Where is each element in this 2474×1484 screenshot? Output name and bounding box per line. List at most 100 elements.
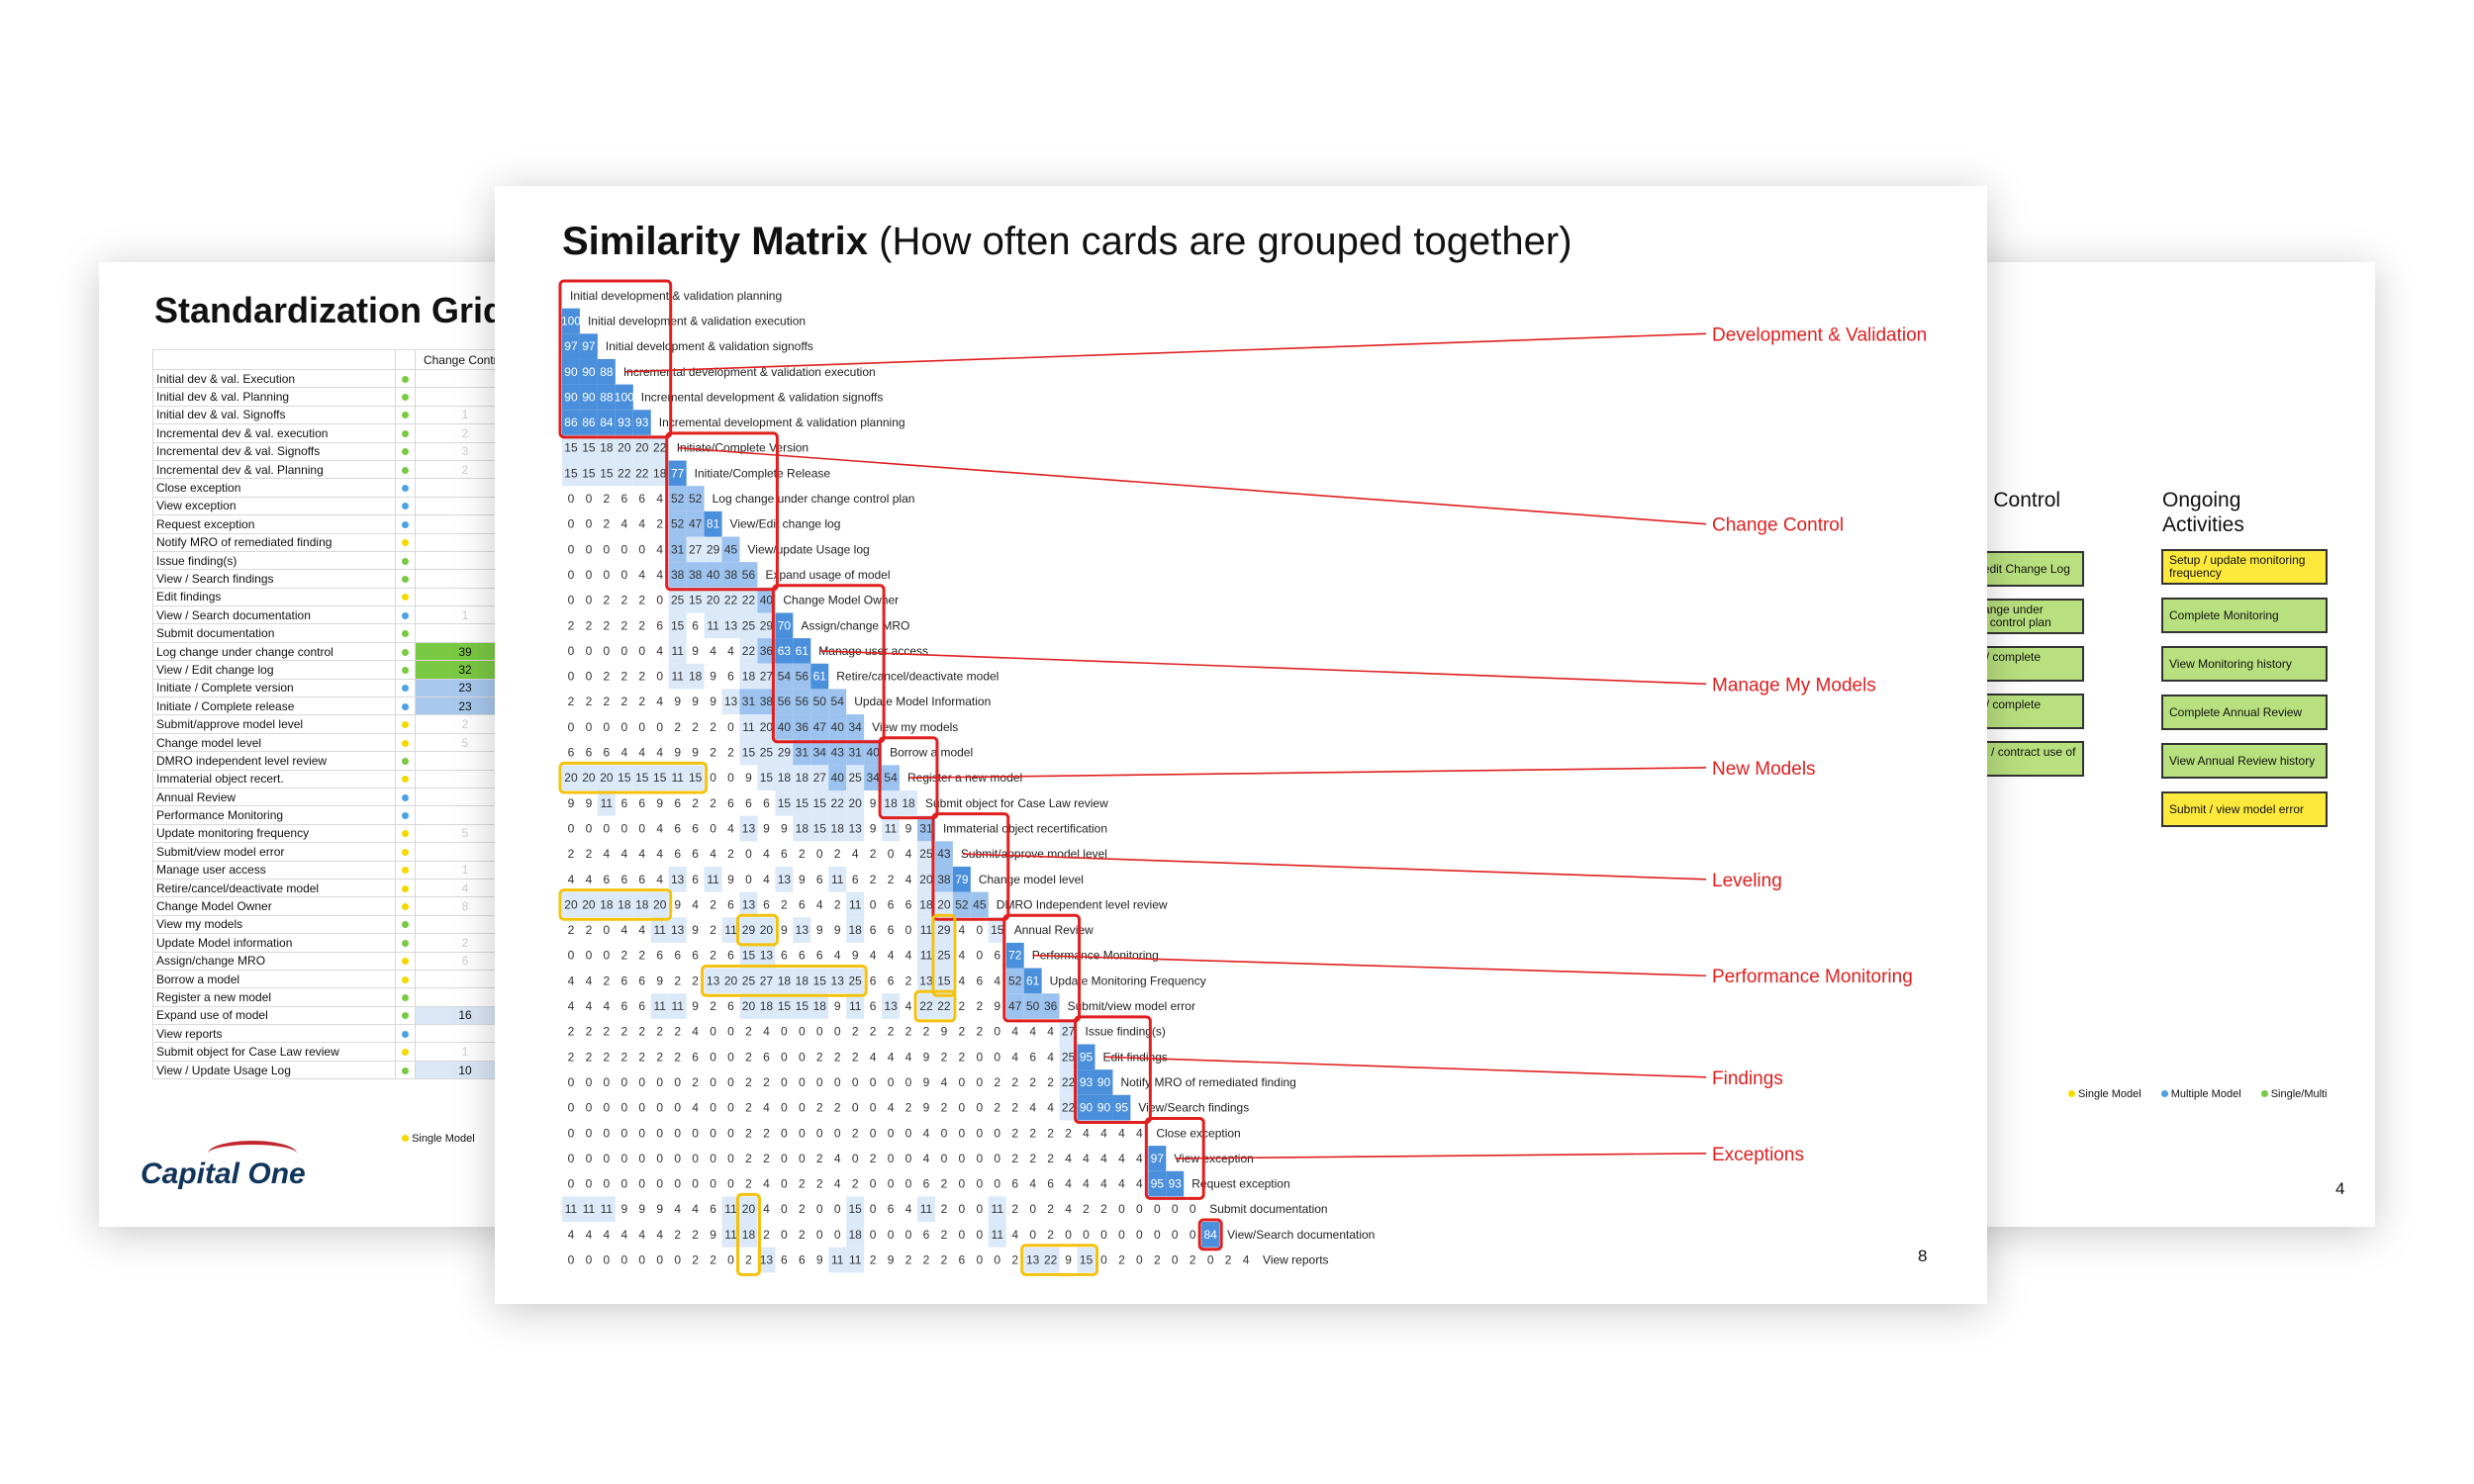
- matrix-cell: 4: [656, 873, 663, 886]
- matrix-cell: 0: [674, 1101, 681, 1115]
- matrix-cell: 70: [778, 618, 792, 632]
- matrix-cell: 2: [620, 695, 627, 708]
- matrix-cell-bg: [775, 714, 794, 740]
- matrix-cell: 29: [742, 923, 756, 937]
- matrix-cell: 6: [852, 873, 859, 886]
- matrix-cell-bg: [846, 815, 865, 842]
- matrix-cell: 13: [671, 873, 685, 886]
- matrix-cell-bg: [668, 765, 687, 790]
- matrix-cell: 11: [671, 644, 684, 658]
- matrix-cell: 6: [620, 873, 627, 886]
- matrix-cell: 20: [600, 771, 614, 785]
- matrix-cell: 11: [849, 897, 862, 911]
- matrix-cell: 15: [813, 796, 827, 810]
- matrix-cell: 0: [727, 1253, 734, 1267]
- matrix-cell: 4: [586, 1228, 593, 1242]
- matrix-cell: 9: [692, 746, 699, 760]
- matrix-cell-bg: [810, 765, 829, 790]
- matrix-cell-bg: [562, 333, 580, 359]
- matrix-cell: 11: [849, 999, 862, 1013]
- matrix-cell: 0: [586, 1075, 593, 1089]
- matrix-cell: 6: [638, 796, 645, 810]
- matrix-cell: 4: [620, 923, 627, 937]
- matrix-cell: 2: [905, 1101, 912, 1115]
- matrix-cell: 0: [568, 1152, 575, 1165]
- matrix-cell: 6: [870, 999, 877, 1013]
- matrix-cell: 2: [620, 1025, 627, 1039]
- matrix-cell: 6: [888, 974, 895, 987]
- matrix-cell: 4: [923, 1152, 930, 1165]
- matrix-cell: 0: [692, 1126, 699, 1140]
- matrix-cell: 2: [638, 1050, 645, 1064]
- matrix-cell: 0: [976, 1202, 983, 1216]
- matrix-cell: 20: [724, 974, 738, 987]
- matrix-cell-bg: [1005, 942, 1024, 969]
- matrix-cell: 20: [618, 441, 631, 455]
- matrix-cell: 18: [600, 897, 614, 911]
- grid-row-label: View / Search documentation: [152, 605, 396, 625]
- matrix-cell-bg: [686, 562, 705, 588]
- matrix-cell-bg: [686, 536, 705, 563]
- matrix-cell: 4: [1065, 1152, 1072, 1165]
- matrix-cell: 4: [941, 1075, 948, 1089]
- matrix-cell: 0: [994, 1025, 1000, 1039]
- matrix-cell: 38: [689, 568, 703, 582]
- matrix-cell: 2: [870, 847, 877, 861]
- category-dot: [401, 848, 409, 856]
- matrix-cell: 0: [888, 1126, 895, 1140]
- matrix-cell: 9: [905, 821, 912, 835]
- matrix-cell: 40: [760, 594, 774, 607]
- matrix-cell-bg: [739, 612, 758, 639]
- matrix-cell: 6: [692, 949, 699, 963]
- matrix-cell: 0: [586, 1126, 593, 1140]
- matrix-cell: 25: [671, 594, 685, 607]
- matrix-cell-bg: [952, 891, 971, 918]
- similarity-matrix: Initial development & validation plannin…: [558, 279, 1927, 1276]
- matrix-cell-bg: [934, 866, 953, 892]
- matrix-cell-bg: [597, 358, 616, 385]
- connector-line: [962, 853, 1707, 881]
- matrix-cell: 18: [848, 1228, 862, 1242]
- matrix-cell: 18: [778, 771, 792, 785]
- matrix-cell: 4: [959, 923, 966, 937]
- matrix-cell: 0: [1207, 1253, 1214, 1267]
- grid-row-label: Expand use of model: [152, 1005, 396, 1026]
- matrix-cell: 9: [1065, 1253, 1072, 1267]
- matrix-cell: 0: [568, 492, 575, 506]
- matrix-cell: 0: [781, 1126, 788, 1140]
- matrix-cell: 4: [656, 695, 663, 708]
- grid-row-label: Edit findings: [152, 587, 396, 607]
- matrix-cell: 84: [600, 416, 614, 429]
- category-label: Leveling: [1712, 871, 1782, 891]
- matrix-cell-bg: [739, 739, 758, 766]
- matrix-cell: 0: [816, 1202, 823, 1216]
- matrix-cell: 0: [816, 847, 823, 861]
- matrix-cell: 18: [902, 796, 915, 810]
- category-dot: [401, 757, 409, 765]
- grid-row-label: Close exception: [152, 478, 396, 498]
- category-label: Change Control: [1712, 515, 1844, 536]
- matrix-cell: 72: [1008, 949, 1022, 963]
- grid-row-label: View exception: [152, 496, 396, 516]
- matrix-cell: 0: [620, 1126, 627, 1140]
- matrix-cell: 18: [600, 441, 614, 455]
- matrix-cell-bg: [739, 1222, 758, 1248]
- matrix-cell: 77: [671, 466, 685, 480]
- matrix-cell: 6: [959, 1253, 966, 1267]
- grid-row-label: Incremental dev & val. Planning: [152, 459, 396, 480]
- matrix-cell: 2: [799, 847, 806, 861]
- matrix-cell-bg: [934, 891, 953, 918]
- matrix-cell-bg: [775, 739, 794, 766]
- matrix-cell: 0: [604, 1177, 611, 1191]
- matrix-cell: 0: [620, 1075, 627, 1089]
- matrix-cell: 88: [600, 390, 614, 404]
- matrix-cell: 2: [620, 594, 627, 607]
- grid-row: Request exception: [152, 514, 555, 534]
- matrix-cell: 6: [763, 897, 770, 911]
- matrix-cell-bg: [739, 993, 758, 1019]
- matrix-cell: 2: [834, 897, 841, 911]
- matrix-cell-bg: [1059, 1069, 1078, 1095]
- matrix-cell: 0: [888, 1152, 895, 1165]
- matrix-cell-bg: [846, 1247, 865, 1273]
- matrix-cell: 4: [1047, 1025, 1054, 1039]
